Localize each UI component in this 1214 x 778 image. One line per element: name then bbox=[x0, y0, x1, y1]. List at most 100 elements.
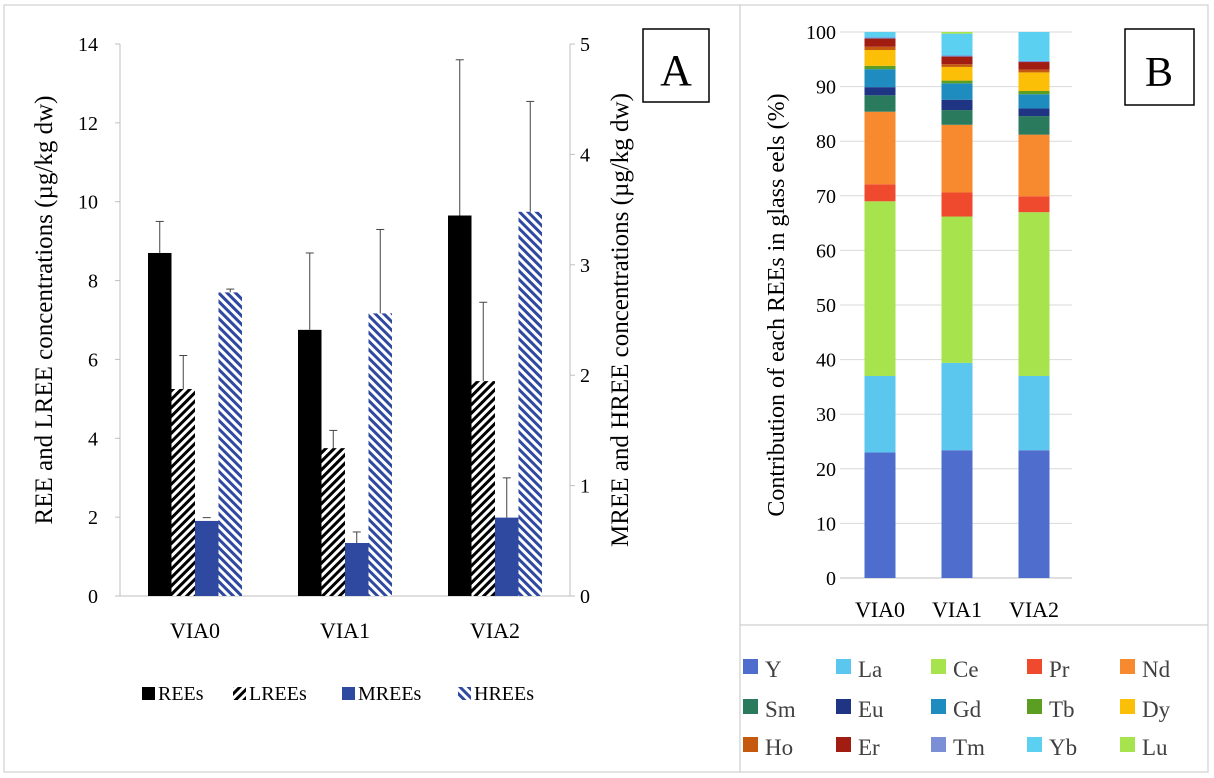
legend-label: Ce bbox=[953, 657, 979, 682]
legend-swatch-tm bbox=[931, 737, 946, 752]
legend-swatch-sm bbox=[743, 699, 758, 714]
segment-la-via0 bbox=[864, 375, 896, 453]
y-tick-label: 80 bbox=[816, 131, 836, 153]
panel-a-categories: VIA0 VIA1 VIA2 bbox=[170, 618, 520, 643]
legend-swatch-hrees bbox=[458, 687, 471, 700]
segment-tb-via1 bbox=[941, 80, 973, 84]
legend-label: Gd bbox=[953, 697, 982, 722]
segment-eu-via1 bbox=[941, 99, 973, 111]
panel-label-a-box bbox=[642, 28, 710, 103]
panel-b-y-axis-title: Contribution of each REEs in glass eels … bbox=[764, 93, 790, 516]
bar-mrees-via1 bbox=[345, 543, 369, 596]
legend-swatch-mrees bbox=[342, 687, 355, 700]
segment-tm-via2 bbox=[1018, 60, 1050, 63]
panel-b-stacked-bars bbox=[864, 32, 1050, 578]
segment-pr-via2 bbox=[1018, 196, 1050, 213]
panel-b-legend: Y La Ce Pr Nd Sm Eu Gd Tb Dy Ho Er Tm Yb Lu bbox=[743, 657, 1171, 760]
right-tick-label: 3 bbox=[580, 255, 590, 277]
segment-nd-via1 bbox=[941, 124, 973, 193]
panel-b: 0 10 20 30 40 50 60 70 80 90 100 VIA0 VIA1 VIA2 Cont… bbox=[743, 22, 1195, 760]
bar-rees-via0 bbox=[148, 252, 172, 596]
legend-label: Yb bbox=[1049, 735, 1077, 760]
segment-yb-via2 bbox=[1018, 32, 1050, 61]
legend-swatch-gd bbox=[931, 699, 946, 714]
segment-ce-via0 bbox=[864, 201, 896, 376]
segment-nd-via0 bbox=[864, 111, 896, 185]
segment-ce-via2 bbox=[1018, 212, 1050, 376]
legend-swatch-y bbox=[743, 659, 758, 674]
segment-y-via1 bbox=[941, 450, 973, 578]
legend-swatch-nd bbox=[1120, 659, 1135, 674]
segment-gd-via0 bbox=[864, 69, 896, 88]
segment-er-via1 bbox=[941, 56, 973, 65]
y-tick-label: 100 bbox=[806, 22, 836, 44]
segment-eu-via0 bbox=[864, 87, 896, 96]
segment-yb-via0 bbox=[864, 32, 896, 38]
panel-label-b-box bbox=[1124, 28, 1195, 106]
left-axis-ticks: 0 2 4 6 8 10 12 14 bbox=[78, 34, 120, 608]
y-tick-label: 70 bbox=[816, 186, 836, 208]
left-tick-label: 2 bbox=[88, 507, 98, 529]
bar-hrees-via0 bbox=[218, 292, 242, 596]
panel-label-a: A bbox=[660, 46, 692, 95]
segment-tm-via0 bbox=[864, 37, 896, 39]
category-label: VIA0 bbox=[855, 597, 905, 622]
legend-swatch-er bbox=[836, 737, 851, 752]
legend-swatch-pr bbox=[1027, 659, 1042, 674]
right-tick-label: 2 bbox=[580, 365, 590, 387]
segment-dy-via0 bbox=[864, 50, 896, 66]
right-tick-label: 5 bbox=[580, 34, 590, 56]
left-tick-label: 0 bbox=[88, 586, 98, 608]
left-tick-label: 4 bbox=[88, 428, 98, 450]
segment-gd-via2 bbox=[1018, 94, 1050, 109]
right-axis-ticks: 0 1 2 3 4 5 bbox=[570, 34, 590, 608]
legend-swatch-eu bbox=[836, 699, 851, 714]
segment-la-via2 bbox=[1018, 375, 1050, 451]
legend-swatch-tb bbox=[1027, 699, 1042, 714]
bar-rees-via2 bbox=[448, 215, 472, 596]
segment-ho-via1 bbox=[941, 64, 973, 67]
left-tick-label: 14 bbox=[78, 34, 98, 56]
legend-label: Eu bbox=[858, 697, 884, 722]
legend-label: Tm bbox=[953, 735, 985, 760]
segment-ho-via2 bbox=[1018, 69, 1050, 73]
legend-swatch-dy bbox=[1120, 699, 1135, 714]
panel-b-frame bbox=[739, 4, 1209, 626]
legend-swatch-lu bbox=[1120, 737, 1135, 752]
y-tick-label: 20 bbox=[816, 459, 836, 481]
y-tick-label: 40 bbox=[816, 350, 836, 372]
y-tick-label: 60 bbox=[816, 240, 836, 262]
legend-label: REEs bbox=[158, 683, 204, 705]
panel-label-b: B bbox=[1145, 50, 1173, 96]
bar-mrees-via2 bbox=[495, 517, 519, 596]
legend-label: Nd bbox=[1142, 657, 1171, 682]
segment-lu-via1 bbox=[941, 32, 973, 34]
legend-swatch-lrees bbox=[233, 687, 246, 700]
category-label: VIA1 bbox=[932, 597, 982, 622]
panel-b-categories: VIA0 VIA1 VIA2 bbox=[855, 597, 1059, 622]
bar-mrees-via0 bbox=[195, 520, 219, 596]
legend-label: Er bbox=[858, 735, 880, 760]
legend-label: Tb bbox=[1049, 697, 1075, 722]
legend-label: Sm bbox=[765, 697, 796, 722]
segment-dy-via2 bbox=[1018, 72, 1050, 91]
y-axis-title-right: MREE and HREE concentrations (µg/kg dw) bbox=[607, 93, 634, 547]
segment-tb-via2 bbox=[1018, 90, 1050, 95]
segment-y-via2 bbox=[1018, 450, 1050, 578]
left-tick-label: 12 bbox=[78, 113, 98, 135]
right-tick-label: 4 bbox=[580, 144, 590, 166]
legend-swatch-yb bbox=[1027, 737, 1042, 752]
bar-rees-via1 bbox=[298, 329, 322, 596]
segment-la-via1 bbox=[941, 362, 973, 451]
segment-dy-via1 bbox=[941, 66, 973, 81]
y-tick-label: 0 bbox=[826, 568, 836, 590]
y-tick-label: 10 bbox=[816, 513, 836, 535]
legend-label: Y bbox=[765, 657, 782, 682]
bar-lrees-via2 bbox=[471, 381, 495, 596]
segment-pr-via1 bbox=[941, 192, 973, 217]
segment-pr-via0 bbox=[864, 184, 896, 202]
segment-sm-via1 bbox=[941, 110, 973, 125]
legend-label: Dy bbox=[1142, 697, 1171, 722]
